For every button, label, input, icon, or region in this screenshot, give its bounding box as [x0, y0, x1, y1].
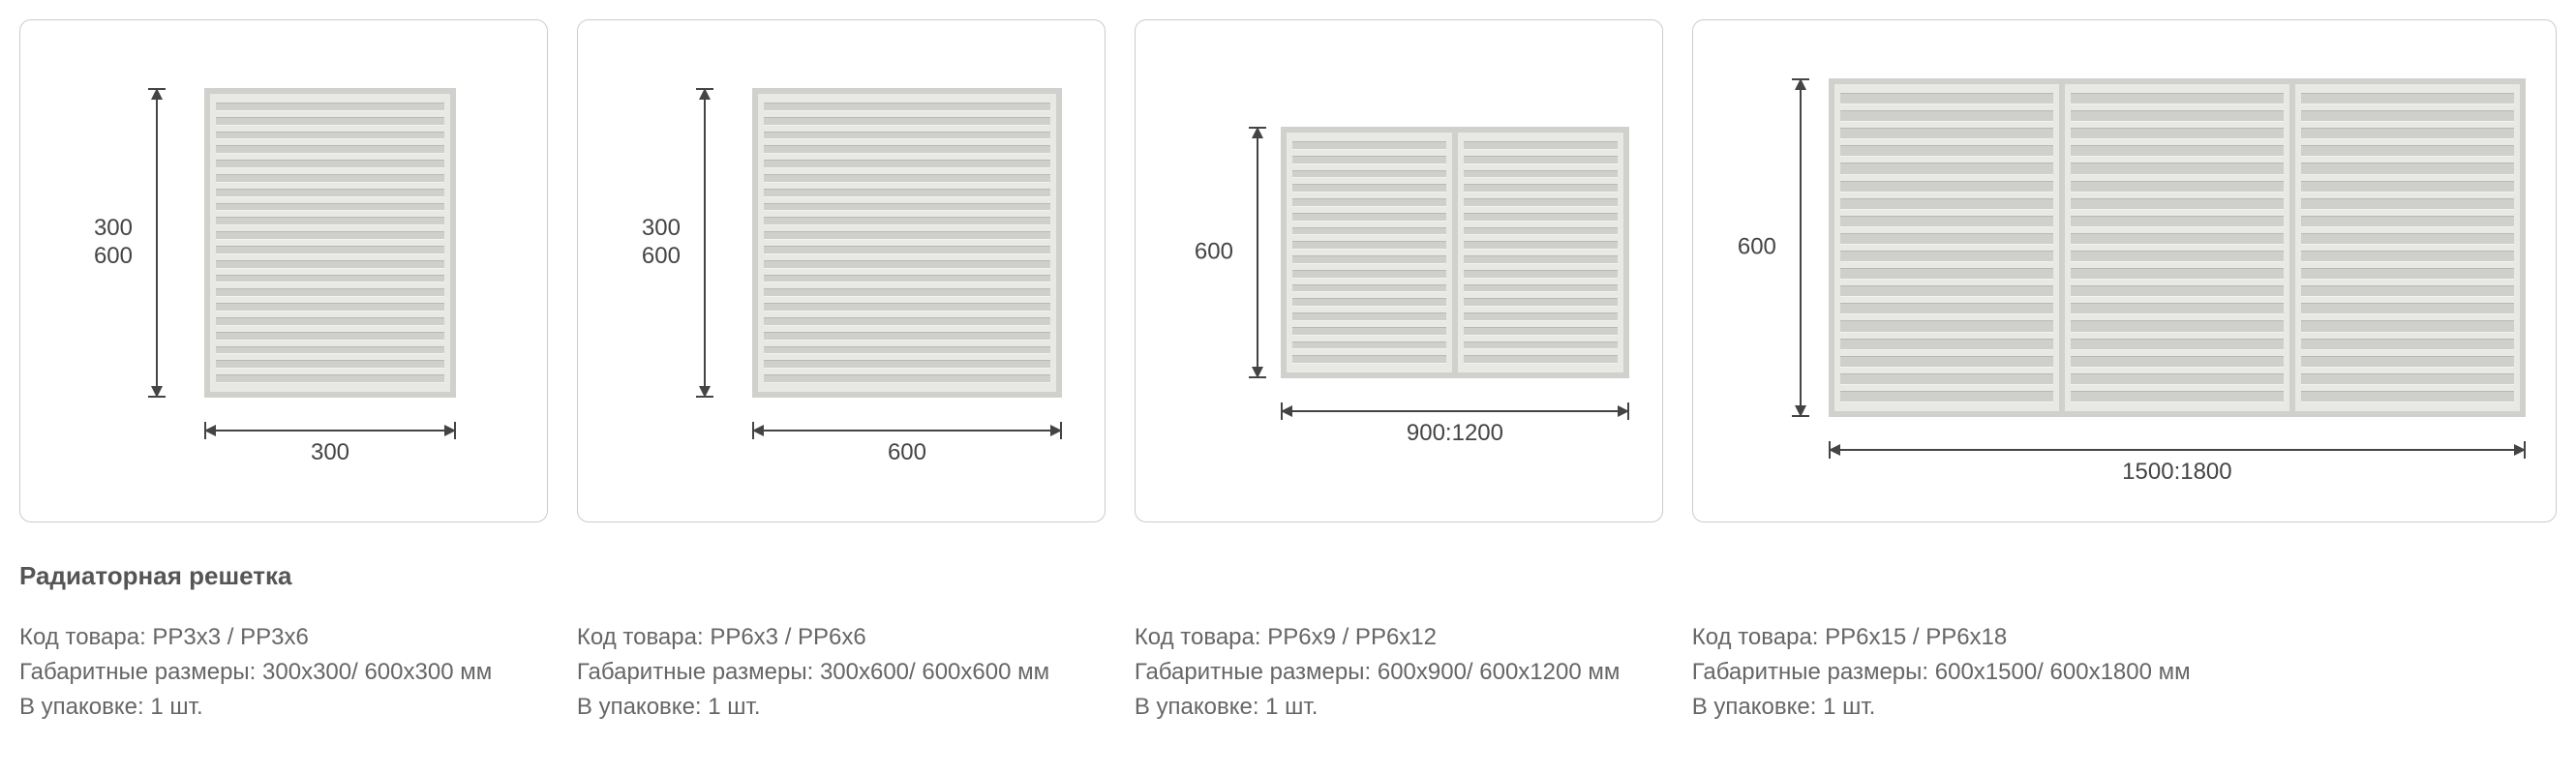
horizontal-dimension: 900:1200	[1281, 402, 1629, 432]
spec-block-1: Код товара: РР3х3 / РР3х6 Габаритные раз…	[19, 620, 548, 725]
pack-value: 1 шт.	[708, 694, 760, 720]
horizontal-dimension: 1500:1800	[1829, 441, 2526, 470]
code-label: Код товара:	[577, 624, 704, 650]
product-figure-2: 300 600 600	[607, 49, 1076, 502]
product-figure-1: 300 600 300	[49, 49, 518, 502]
dims-label: Габаритные размеры:	[1135, 659, 1371, 685]
code-label: Код товара:	[1692, 624, 1819, 650]
v-dimension-label: 300 600	[94, 215, 133, 271]
pack-label: В упаковке:	[1135, 694, 1259, 720]
product-card-1: 300 600 300	[19, 19, 548, 522]
horizontal-dimension: 300	[204, 422, 456, 451]
h-dimension-label: 300	[311, 439, 349, 466]
dims-value: 300x600/ 600x600 мм	[820, 659, 1049, 685]
product-figure-3: 600 900:1200	[1165, 49, 1633, 502]
grille-image	[752, 88, 1062, 398]
vertical-dimension: 300 600	[136, 88, 166, 398]
product-card-2: 300 600 600	[577, 19, 1106, 522]
vertical-dimension: 300 600	[684, 88, 713, 398]
product-cards-row: 300 600 300 300 600 600	[19, 19, 2557, 522]
specs-row: Код товара: РР3х3 / РР3х6 Габаритные раз…	[19, 620, 2557, 725]
pack-label: В упаковке:	[577, 694, 702, 720]
horizontal-dimension: 600	[752, 422, 1062, 451]
pack-label: В упаковке:	[19, 694, 144, 720]
grille-image	[204, 88, 456, 398]
product-card-4: 600 1500:1800	[1692, 19, 2557, 522]
dims-value: 300x300/ 600x300 мм	[262, 659, 492, 685]
spec-block-3: Код товара: РР6х9 / РР6х12 Габаритные ра…	[1135, 620, 1663, 725]
grille-image	[1281, 127, 1629, 378]
code-label: Код товара:	[19, 624, 146, 650]
dims-label: Габаритные размеры:	[1692, 659, 1928, 685]
code-value: РР6х9 / РР6х12	[1267, 624, 1437, 650]
pack-value: 1 шт.	[150, 694, 202, 720]
grille-image	[1829, 78, 2526, 417]
dims-value: 600x1500/ 600x1800 мм	[1935, 659, 2191, 685]
vertical-dimension: 600	[1780, 78, 1809, 417]
h-dimension-label: 600	[888, 439, 926, 466]
code-value: РР6х3 / РР6х6	[710, 624, 865, 650]
dims-value: 600x900/ 600x1200 мм	[1378, 659, 1621, 685]
dims-label: Габаритные размеры:	[577, 659, 813, 685]
code-value: РР6х15 / РР6х18	[1825, 624, 2007, 650]
h-dimension-label: 900:1200	[1407, 420, 1503, 447]
vertical-dimension: 600	[1237, 127, 1266, 378]
pack-value: 1 шт.	[1823, 694, 1875, 720]
product-figure-4: 600 1500:1800	[1722, 49, 2527, 502]
spec-block-2: Код товара: РР6х3 / РР6х6 Габаритные раз…	[577, 620, 1106, 725]
spec-block-4: Код товара: РР6х15 / РР6х18 Габаритные р…	[1692, 620, 2557, 725]
code-label: Код товара:	[1135, 624, 1261, 650]
code-value: РР3х3 / РР3х6	[152, 624, 308, 650]
section-title: Радиаторная решетка	[19, 561, 2557, 591]
h-dimension-label: 1500:1800	[2122, 459, 2231, 486]
product-card-3: 600 900:1200	[1135, 19, 1663, 522]
pack-label: В упаковке:	[1692, 694, 1817, 720]
dims-label: Габаритные размеры:	[19, 659, 256, 685]
v-dimension-label: 600	[1738, 234, 1776, 262]
v-dimension-label: 600	[1195, 239, 1233, 267]
pack-value: 1 шт.	[1265, 694, 1318, 720]
v-dimension-label: 300 600	[642, 215, 681, 271]
